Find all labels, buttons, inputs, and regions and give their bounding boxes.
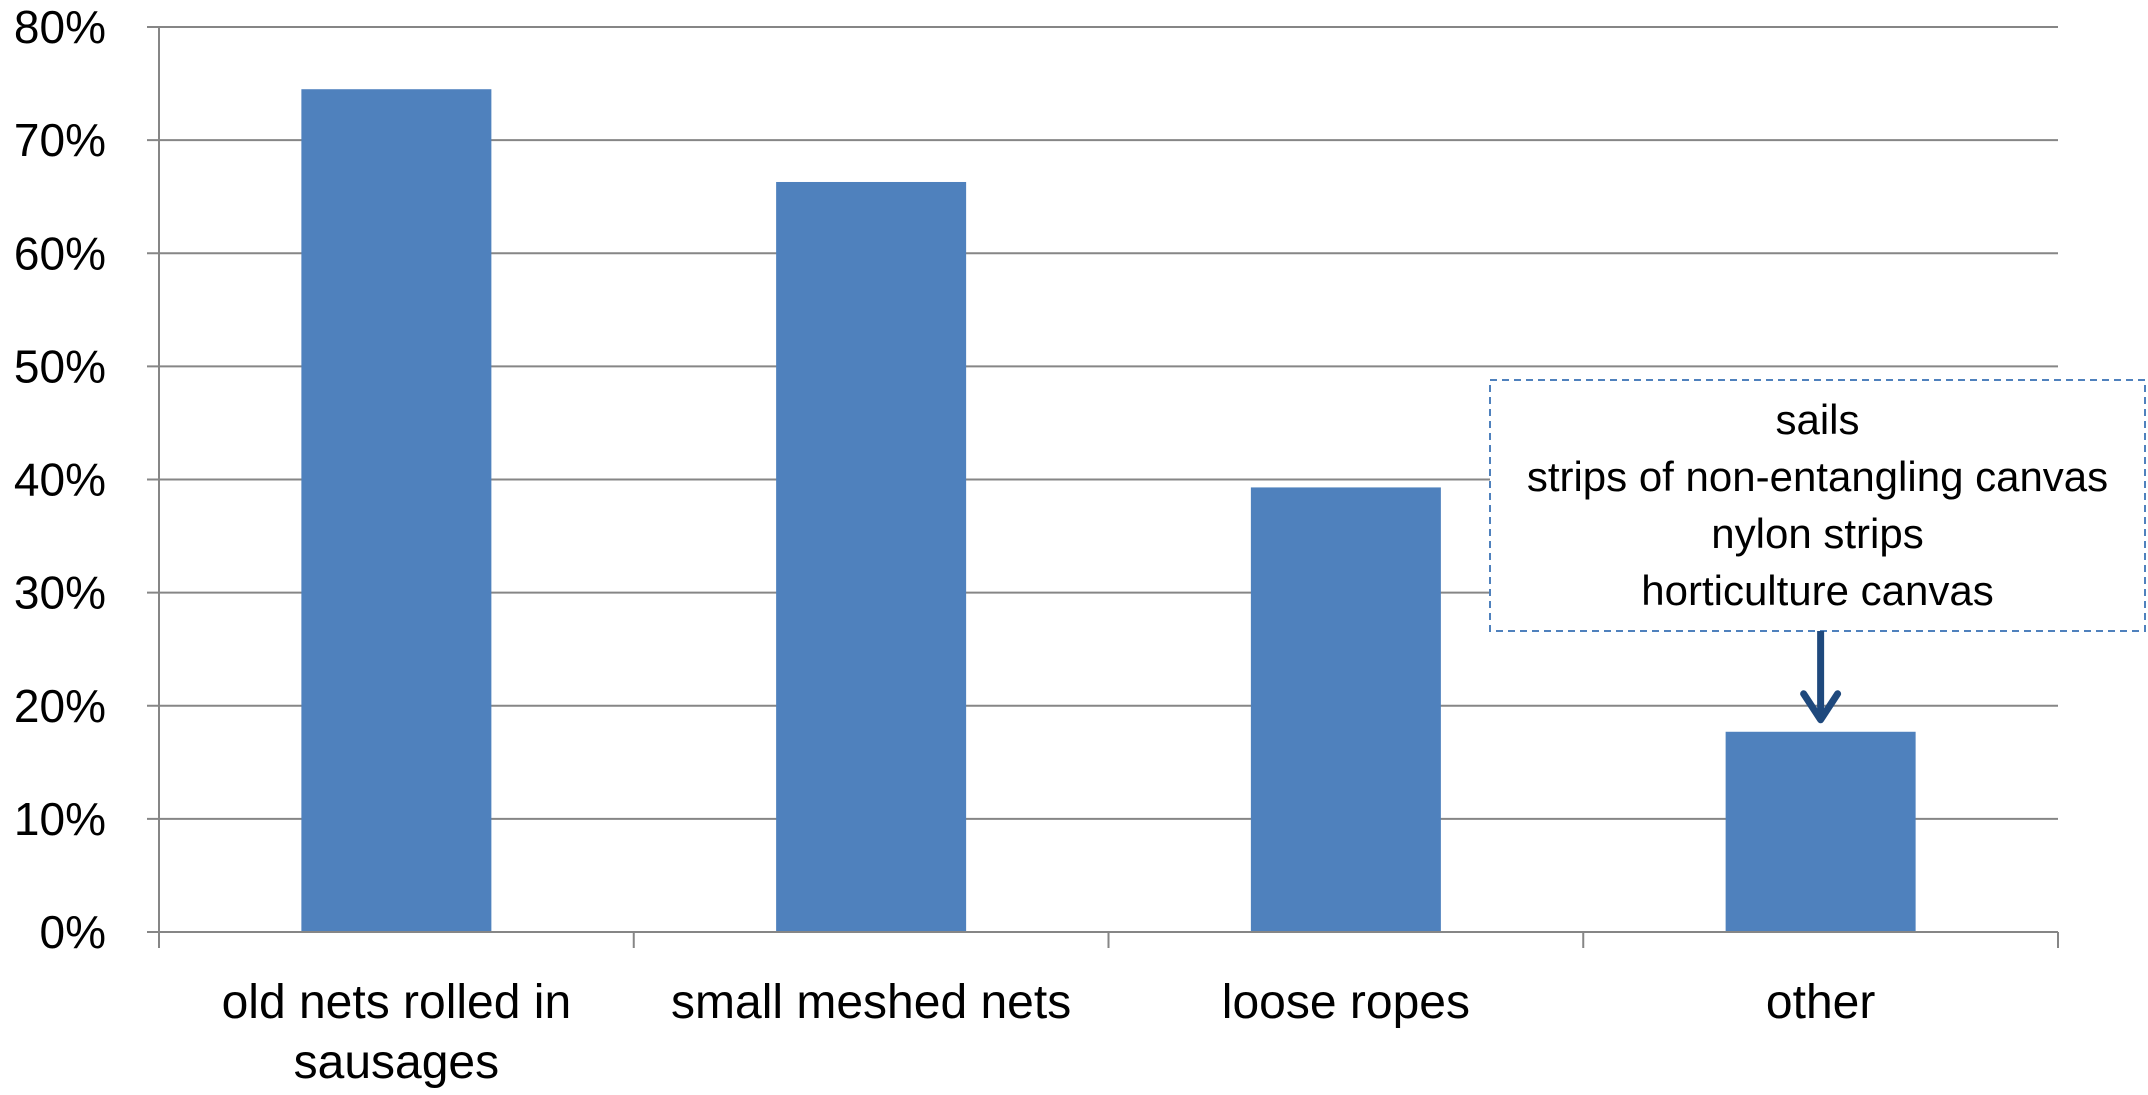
- y-tick-label: 40%: [14, 454, 106, 506]
- callout-line: sails: [1775, 396, 1859, 443]
- category-label-line: sausages: [294, 1036, 499, 1089]
- category-label: loose ropes: [1222, 976, 1470, 1029]
- callout-line: strips of non-entangling canvas: [1527, 453, 2108, 500]
- callout-line: nylon strips: [1711, 510, 1923, 557]
- y-tick-label: 70%: [14, 114, 106, 166]
- y-tick-label: 0%: [40, 906, 106, 958]
- x-axis: [158, 27, 2059, 948]
- y-tick-label: 20%: [14, 680, 106, 732]
- category-label: small meshed nets: [671, 976, 1071, 1029]
- bar: [1725, 731, 1916, 932]
- bars: [301, 89, 1916, 932]
- other-callout: sails strips of non-entangling canvas nylo…: [1489, 379, 2146, 724]
- bar: [1250, 487, 1441, 932]
- y-tick-label: 30%: [14, 567, 106, 619]
- x-axis-category-labels: old nets rolled in sausages small meshed n…: [222, 976, 1876, 1089]
- y-tick-label: 50%: [14, 340, 106, 392]
- y-tick-label: 60%: [14, 227, 106, 279]
- callout-box: [1489, 379, 2146, 632]
- y-tick-label: 80%: [14, 1, 106, 53]
- bar: [776, 181, 967, 932]
- category-label-line: other: [1766, 976, 1875, 1029]
- y-tick-label: 10%: [14, 793, 106, 845]
- callout-arrowhead: [1800, 690, 1842, 724]
- category-label-line: old nets rolled in: [222, 976, 572, 1029]
- category-label-line: small meshed nets: [671, 976, 1071, 1029]
- y-axis-tick-labels: 0% 10% 20% 30% 40% 50% 60% 70% 80%: [14, 1, 106, 958]
- callout-line: horticulture canvas: [1641, 567, 1994, 614]
- category-label: other: [1766, 976, 1875, 1029]
- category-label-line: loose ropes: [1222, 976, 1470, 1029]
- bar: [301, 89, 492, 932]
- category-label: old nets rolled in sausages: [222, 976, 572, 1089]
